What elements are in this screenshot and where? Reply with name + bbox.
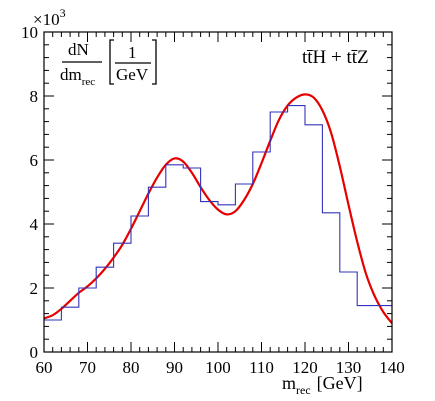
x-tick-label: 110 bbox=[249, 358, 274, 377]
x-tick-label: 70 bbox=[79, 358, 96, 377]
y-axis-label: dN dmrec 1 GeV bbox=[60, 39, 157, 88]
x-tick-label: 60 bbox=[36, 358, 53, 377]
x-tick-label: 100 bbox=[205, 358, 231, 377]
y-tick-label: 8 bbox=[30, 87, 39, 106]
y-tick-label: 10 bbox=[21, 23, 38, 42]
tick-labels: 60 70 80 90 100 110 120 130 140 0 2 4 6 8 10 bbox=[21, 23, 405, 377]
x-tick-label: 90 bbox=[166, 358, 183, 377]
y-exponent-label: ×103 bbox=[33, 6, 66, 29]
x-tick-label: 120 bbox=[292, 358, 318, 377]
ticks bbox=[43, 31, 393, 353]
x-tick-label: 130 bbox=[336, 358, 362, 377]
svg-text:GeV: GeV bbox=[116, 65, 149, 84]
plot-frame bbox=[43, 31, 393, 353]
svg-text:1: 1 bbox=[128, 43, 137, 62]
histogram-outline bbox=[44, 105, 392, 321]
histogram-layer bbox=[44, 105, 392, 321]
svg-text:dmrec: dmrec bbox=[60, 65, 95, 88]
y-tick-label: 4 bbox=[30, 215, 39, 234]
y-tick-label: 2 bbox=[30, 279, 39, 298]
fit-curve bbox=[43, 93, 393, 324]
fit-layer bbox=[43, 93, 393, 324]
y-tick-label: 0 bbox=[30, 343, 39, 362]
axes bbox=[43, 31, 393, 353]
svg-text:dN: dN bbox=[68, 40, 89, 59]
x-tick-label: 140 bbox=[379, 358, 405, 377]
process-label: tt̄H + tt̄Z bbox=[302, 47, 369, 68]
x-axis-label: mrec [GeV] bbox=[282, 373, 363, 397]
y-tick-label: 6 bbox=[30, 151, 39, 170]
x-tick-label: 80 bbox=[123, 358, 140, 377]
